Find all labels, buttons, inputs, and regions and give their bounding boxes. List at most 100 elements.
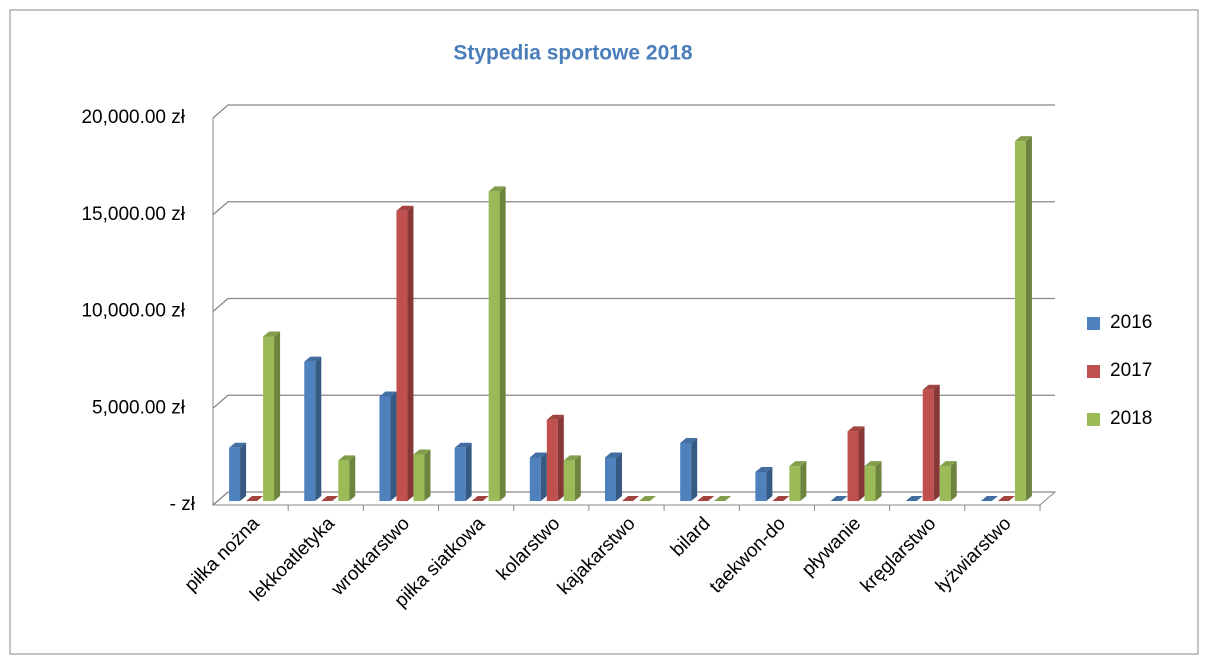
- bar-front: [847, 431, 859, 501]
- bar-top: [714, 496, 732, 501]
- bar: [605, 452, 622, 501]
- bar-side: [540, 452, 547, 501]
- bar-side: [424, 449, 431, 501]
- bar: [488, 186, 506, 501]
- bar-side: [950, 461, 957, 501]
- bar: [304, 356, 322, 501]
- bar-side: [315, 356, 322, 501]
- y-tick-label: 15,000.00 zł: [81, 204, 185, 225]
- bar: [546, 414, 564, 501]
- legend-label: 2017: [1110, 360, 1152, 381]
- legend-label: 2016: [1110, 312, 1152, 333]
- bar: [1014, 136, 1032, 501]
- bar-top: [546, 414, 564, 420]
- bar: [338, 455, 356, 501]
- bar-front: [229, 447, 241, 501]
- bar-front: [396, 210, 408, 501]
- bar-top: [922, 384, 940, 390]
- bar: [997, 496, 1015, 501]
- bar-top: [454, 442, 472, 448]
- bar: [789, 461, 807, 501]
- bar-front: [304, 361, 316, 501]
- bar-side: [349, 455, 356, 501]
- bar: [680, 437, 698, 501]
- bar-side: [390, 391, 397, 501]
- bar-side: [766, 466, 773, 501]
- bar-top: [847, 426, 865, 432]
- bar-front: [605, 457, 616, 501]
- bar-front: [922, 389, 934, 501]
- bar-top: [605, 452, 622, 458]
- bar: [864, 461, 882, 501]
- bar: [563, 455, 581, 501]
- bar-top: [413, 449, 431, 455]
- bar: [263, 331, 281, 501]
- grid-line: [212, 491, 1055, 506]
- bar: [847, 426, 865, 501]
- bar-front: [789, 466, 801, 501]
- bar-side: [274, 331, 281, 501]
- y-tick-label: - zł: [170, 494, 196, 515]
- bar-side: [240, 442, 247, 501]
- bar-top: [563, 455, 581, 461]
- bar-top: [905, 496, 923, 501]
- bar-front: [1014, 141, 1026, 501]
- bar-top: [304, 356, 322, 362]
- legend-label: 2018: [1110, 408, 1152, 429]
- bar-side: [933, 384, 940, 501]
- bar: [379, 391, 397, 501]
- bar-side: [407, 205, 414, 501]
- bar: [396, 205, 414, 501]
- grid-line: [212, 104, 1055, 119]
- bar-top: [622, 496, 639, 501]
- bar: [922, 384, 940, 501]
- bar-side: [858, 426, 865, 501]
- bar-front: [454, 447, 466, 501]
- bar-side: [1025, 136, 1032, 501]
- bar-side: [875, 461, 882, 501]
- bar: [755, 466, 773, 501]
- grid-line: [212, 394, 1055, 409]
- bar: [830, 496, 848, 501]
- bar-top: [755, 466, 773, 472]
- bar-top: [488, 186, 506, 192]
- chart-title: Stypedia sportowe 2018: [453, 42, 693, 65]
- bar-top: [789, 461, 807, 467]
- bar-side: [499, 186, 506, 501]
- bar-top: [338, 455, 356, 461]
- bar: [714, 496, 732, 501]
- bar-top: [864, 461, 882, 467]
- bar-side: [616, 452, 622, 501]
- bar-front: [864, 466, 876, 501]
- grid-line: [212, 297, 1055, 312]
- bar: [622, 496, 639, 501]
- bar-top: [939, 461, 957, 467]
- bar-side: [574, 455, 581, 501]
- legend-swatch: [1087, 413, 1100, 426]
- bar-top: [980, 496, 998, 501]
- bar-side: [557, 414, 564, 501]
- bar-top: [830, 496, 848, 501]
- bar-side: [465, 442, 472, 501]
- grid-line: [212, 201, 1055, 216]
- bar-front: [263, 336, 275, 501]
- bar: [905, 496, 923, 501]
- bar-front: [379, 396, 391, 501]
- bar: [229, 442, 247, 501]
- bar-front: [680, 442, 692, 501]
- bar-front: [546, 419, 558, 501]
- bar: [246, 496, 264, 501]
- bar-side: [800, 461, 807, 501]
- bar: [321, 496, 339, 501]
- bar-top: [229, 442, 247, 448]
- bar-top: [471, 496, 489, 501]
- y-tick-label: 20,000.00 zł: [81, 107, 185, 128]
- bar-top: [639, 496, 656, 501]
- bar-top: [1014, 136, 1032, 142]
- legend-swatch: [1087, 317, 1100, 330]
- bar: [454, 442, 472, 501]
- bar: [980, 496, 998, 501]
- bar-front: [338, 460, 350, 501]
- bar-top: [396, 205, 414, 211]
